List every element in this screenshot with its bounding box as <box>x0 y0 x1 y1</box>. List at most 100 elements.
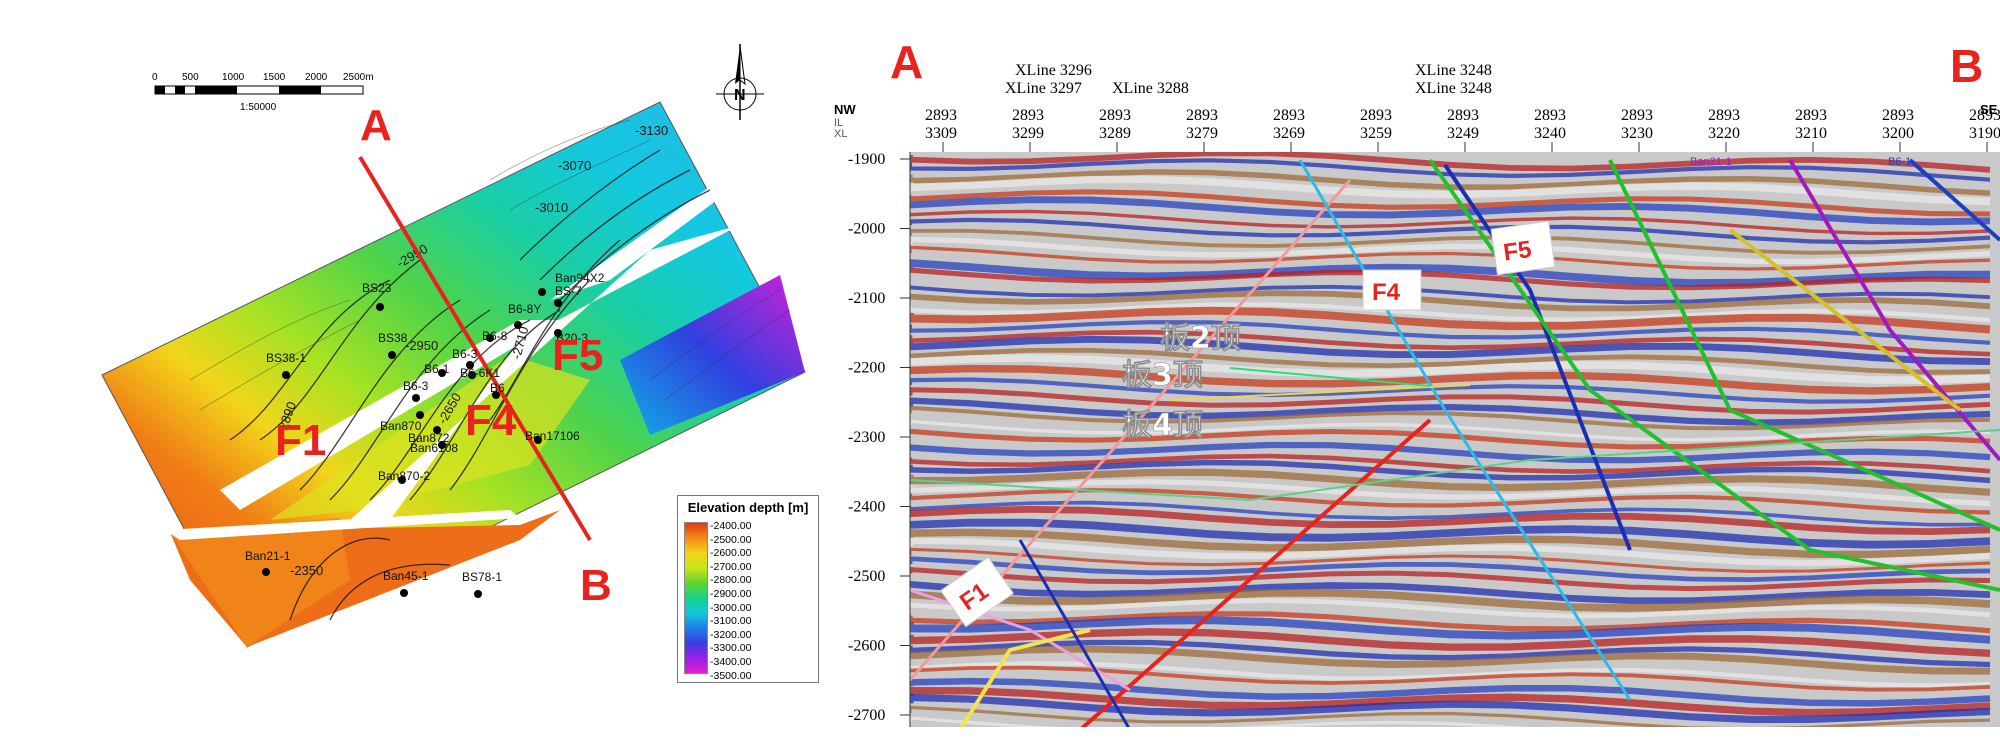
section-label-a: A <box>890 36 923 88</box>
depth-label: -2400 <box>848 499 885 516</box>
well-b6-1: B6-1 <box>424 362 450 376</box>
scale-bar: 0 500 1000 1500 2000 2500m 1:50000 <box>150 68 390 128</box>
depth-label: -1900 <box>848 151 885 168</box>
xl-header: 3279 <box>1186 125 1218 142</box>
scale-tick-1000: 1000 <box>222 72 245 83</box>
direction-nw: NW <box>834 102 856 117</box>
xline-note: XLine 3297 <box>1005 80 1082 97</box>
legend-value: -3100.00 <box>710 615 752 628</box>
xl-header: 3269 <box>1273 125 1305 142</box>
xl-header: 3259 <box>1360 125 1392 142</box>
fault-label-f4: F4 <box>465 396 517 445</box>
north-arrow-icon: N <box>716 44 764 120</box>
well-label: B6-1 <box>1888 156 1911 168</box>
row-label-xl: XL <box>834 128 847 140</box>
svg-text:F5: F5 <box>1502 236 1534 267</box>
il-header: 2893 <box>1447 107 1479 124</box>
map-label-a: A <box>360 101 392 150</box>
interpretation-line <box>1298 159 1632 701</box>
il-header: 2893 <box>925 107 957 124</box>
horizon-label-b4: 板4顶 <box>1122 408 1203 443</box>
map-label-b: B <box>580 561 612 610</box>
il-header: 2893 <box>1969 107 2000 124</box>
well-b20-3: B20-3 <box>556 331 588 345</box>
well-ban870-2: Ban870-2 <box>378 469 430 483</box>
xline-note: XLine 3248 <box>1415 80 1492 97</box>
legend-colorbar <box>684 522 708 674</box>
scale-tick-2000: 2000 <box>305 72 328 83</box>
legend-value: -3000.00 <box>710 601 752 614</box>
horizon-label-b3: 板3顶 <box>1122 358 1203 393</box>
seismic-section: A B XLine 3296 XLine 3297 XLine 3288 XLi… <box>834 36 2000 727</box>
legend-value: -2400.00 <box>710 520 752 532</box>
il-header: 2893 <box>1360 107 1392 124</box>
legend-value: -3400.00 <box>710 655 752 668</box>
interpretation-line <box>1169 384 1471 401</box>
xl-header: 3220 <box>1708 125 1740 142</box>
legend-value: -3500.00 <box>710 669 752 682</box>
well-bs23: BS23 <box>362 281 392 295</box>
il-header: 2893 <box>1186 107 1218 124</box>
contour-label-3010: -3010 <box>535 200 568 215</box>
well-ban6108: Ban6108 <box>410 441 458 455</box>
depth-label: -2600 <box>848 638 885 655</box>
legend-value: -2700.00 <box>710 560 752 573</box>
contour-label-2950b: -2950 <box>405 338 438 353</box>
elevation-map: -3130 -3070 -3010 -2950 -2710 -2350 -289… <box>101 101 806 648</box>
fault-label-f1: F1 <box>275 416 326 465</box>
xline-note: XLine 3296 <box>1015 62 1092 79</box>
xl-header: 3249 <box>1447 125 1479 142</box>
interpretation-line <box>1229 367 1431 387</box>
xline-note: XLine 3288 <box>1112 80 1189 97</box>
scale-ratio: 1:50000 <box>240 102 277 113</box>
depth-label: -2000 <box>848 221 885 238</box>
legend-value: -3300.00 <box>710 642 752 655</box>
seismic-section-panel: A B XLine 3296 XLine 3297 XLine 3288 XLi… <box>830 30 2000 730</box>
well-b6-8: B6-8 <box>482 329 508 343</box>
il-header: 2893 <box>1708 107 1740 124</box>
legend-value: -3200.00 <box>710 628 752 641</box>
legend-values: -2400.00 -2500.00 -2600.00 -2700.00 -280… <box>710 520 751 683</box>
il-header: 2893 <box>1621 107 1653 124</box>
xl-header: 3210 <box>1795 125 1827 142</box>
scale-tick-1500: 1500 <box>263 72 286 83</box>
scale-tick-0: 0 <box>152 72 158 83</box>
interpretation-line <box>1428 158 2000 592</box>
legend-title: Elevation depth [m] <box>687 500 809 515</box>
xl-header: 3309 <box>925 125 957 142</box>
xl-header: 3230 <box>1621 125 1653 142</box>
well-label: Ban21-1 <box>1690 156 1732 168</box>
well-b6-8y: B6-8Y <box>508 302 541 316</box>
legend-value: -2600.00 <box>710 547 752 560</box>
il-header: 2893 <box>1273 107 1305 124</box>
xl-header: 3299 <box>1012 125 1044 142</box>
il-header: 2893 <box>1099 107 1131 124</box>
fault-box-f1: F1 <box>939 556 1015 628</box>
fault-box-f4: F4 <box>1362 269 1422 311</box>
structure-map-panel: 0 500 1000 1500 2000 2500m 1:50000 N <box>90 20 830 720</box>
north-label: N <box>734 87 746 104</box>
scale-tick-2500: 2500m <box>343 72 374 83</box>
interpretation-line <box>959 628 1091 727</box>
xline-note: XLine 3248 <box>1415 62 1492 79</box>
il-header: 2893 <box>1882 107 1914 124</box>
il-header: 2893 <box>1534 107 1566 124</box>
well-bs-7: BS-7 <box>555 284 582 298</box>
il-header: 2893 <box>1795 107 1827 124</box>
depth-label: -2700 <box>848 707 885 724</box>
xl-header: 3200 <box>1882 125 1914 142</box>
depth-label: -2200 <box>848 360 885 377</box>
interpretation-line <box>1080 418 1432 727</box>
row-label-il: IL <box>834 117 843 129</box>
interpretation-line <box>1018 539 1130 727</box>
well-ban45-1: Ban45-1 <box>383 569 429 583</box>
horizon-label-b2: 板2顶 <box>1160 321 1241 356</box>
xl-header: 3240 <box>1534 125 1566 142</box>
legend-value: -2900.00 <box>710 587 752 600</box>
fault-label-f5: F5 <box>552 331 603 380</box>
well-b6: B6 <box>490 381 505 395</box>
xl-header: 3289 <box>1099 125 1131 142</box>
depth-label: -2300 <box>848 429 885 446</box>
section-line <box>358 155 592 542</box>
well-ban870: Ban870 <box>380 419 422 433</box>
